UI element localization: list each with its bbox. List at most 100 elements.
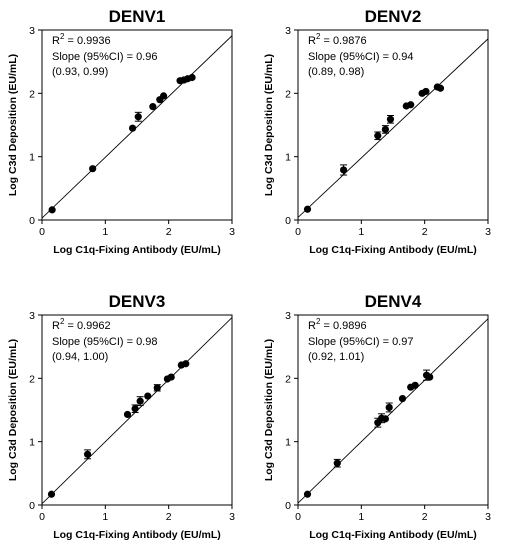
y-tick-label: 2 [29,373,35,385]
data-point [48,206,56,214]
r-squared-superscript: 2 [316,317,321,326]
data-point [398,395,407,403]
data-point [131,405,139,413]
y-tick-label: 1 [285,152,291,164]
data-point [374,132,382,140]
x-tick-label: 0 [295,226,301,238]
data-point [123,410,132,419]
data-point [134,113,142,121]
r-squared-symbol: R [308,320,316,332]
x-tick-label: 1 [358,226,364,238]
plot-frame [297,29,489,221]
data-point [422,87,430,96]
chart-title: DENV4 [365,292,422,311]
y-tick-label: 1 [29,437,35,449]
x-tick-label: 3 [485,226,491,238]
data-point [436,84,445,92]
data-point [136,397,144,405]
r-squared-value: = 0.9896 [320,320,366,332]
chart-panel-4: DENV4 0 1 2 3 0 1 2 3 Log C1q-Fixing Antibody (EU… [263,292,491,541]
data-point [128,124,137,132]
r-squared-label: R2 = 0.9962 [52,317,111,332]
chart-title: DENV2 [365,7,422,26]
r-squared-label: R2 = 0.9896 [308,317,367,332]
data-point [411,381,419,389]
r-squared-value: = 0.9962 [64,320,110,332]
data-point [182,360,190,368]
data-point [167,373,175,381]
regression-line [298,318,488,504]
y-tick-label: 1 [29,152,35,164]
data-point [153,384,161,392]
ci-label: (0.89, 0.98) [308,66,364,78]
x-tick-label: 2 [166,511,172,523]
y-tick-label: 0 [29,500,35,512]
r-squared-label: R2 = 0.9876 [308,32,367,47]
chart-title: DENV3 [109,292,166,311]
chart-panel-1: DENV1 0 1 2 3 0 1 2 3 Log C1q-Fixing Antibody (EU… [7,7,235,256]
data-point [149,103,157,111]
y-axis-label: Log C3d Deposition (EU/mL) [263,339,275,481]
data-point [381,415,389,423]
ci-label: (0.93, 0.99) [52,66,108,78]
chart-panel-3: DENV3 0 1 2 3 0 1 2 3 Log C1q-Fixing Antibody (EU… [7,292,235,541]
x-axis-label: Log C1q-Fixing Antibody (EU/mL) [53,529,221,541]
y-tick-label: 3 [285,310,291,322]
slope-label: Slope (95%CI) = 0.98 [52,336,157,348]
data-point [144,392,152,400]
r-squared-symbol: R [308,35,316,47]
r-squared-symbol: R [52,320,60,332]
x-axis-label: Log C1q-Fixing Antibody (EU/mL) [309,529,477,541]
chart-panel-2: DENV2 0 1 2 3 0 1 2 3 Log C1q-Fixing Antibody (EU… [263,7,491,256]
y-tick-label: 2 [29,88,35,100]
x-tick-label: 2 [422,226,428,238]
r-squared-value: = 0.9876 [320,35,366,47]
plot-frame [297,314,489,506]
data-point [160,92,168,100]
y-tick-label: 3 [285,25,291,37]
data-point [47,490,56,498]
y-tick-label: 3 [29,310,35,322]
plot-frame [41,29,233,221]
x-tick-label: 3 [229,226,235,238]
regression-line [298,38,488,218]
data-point [426,373,434,381]
data-point [407,101,415,109]
x-tick-label: 1 [102,226,108,238]
x-tick-label: 0 [39,511,45,523]
y-tick-label: 3 [29,25,35,37]
data-point [89,165,97,173]
r-squared-superscript: 2 [60,32,65,41]
data-point [188,73,196,82]
x-tick-label: 2 [166,226,172,238]
x-tick-label: 3 [485,511,491,523]
y-axis-label: Log C3d Deposition (EU/mL) [7,54,19,196]
regression-line [42,35,232,219]
x-axis-label: Log C1q-Fixing Antibody (EU/mL) [309,244,477,256]
data-point [303,205,312,213]
y-axis-label: Log C3d Deposition (EU/mL) [7,339,19,481]
chart-title: DENV1 [109,7,166,26]
data-point [84,450,92,458]
data-point [340,166,348,174]
x-tick-label: 2 [422,511,428,523]
x-tick-label: 0 [39,226,45,238]
x-tick-label: 3 [229,511,235,523]
slope-label: Slope (95%CI) = 0.94 [308,51,413,63]
x-tick-label: 0 [295,511,301,523]
y-tick-label: 0 [285,500,291,512]
plot-frame [41,314,233,506]
ci-label: (0.92, 1.01) [308,351,364,363]
y-axis-label: Log C3d Deposition (EU/mL) [263,54,275,196]
data-point [333,459,341,467]
data-point [381,125,389,134]
r-squared-superscript: 2 [316,32,321,41]
data-point [386,115,395,123]
r-squared-superscript: 2 [60,317,65,326]
y-tick-label: 0 [29,215,35,227]
y-tick-label: 1 [285,437,291,449]
slope-label: Slope (95%CI) = 0.97 [308,336,413,348]
x-tick-label: 1 [358,511,364,523]
r-squared-label: R2 = 0.9936 [52,32,111,47]
slope-label: Slope (95%CI) = 0.96 [52,51,157,63]
